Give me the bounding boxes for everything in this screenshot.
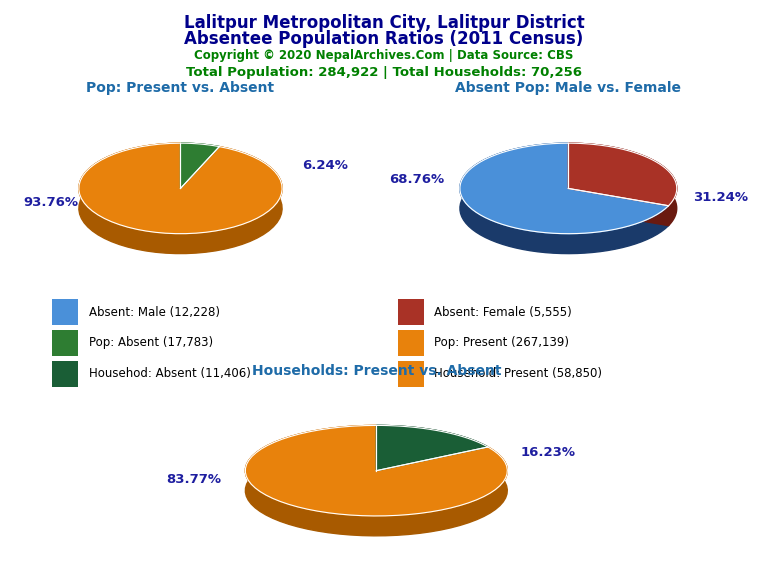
Polygon shape [568, 143, 677, 206]
Polygon shape [460, 143, 668, 234]
Polygon shape [79, 143, 282, 234]
Polygon shape [246, 426, 508, 536]
Text: Copyright © 2020 NepalArchives.Com | Data Source: CBS: Copyright © 2020 NepalArchives.Com | Dat… [194, 49, 574, 62]
Title: Pop: Present vs. Absent: Pop: Present vs. Absent [87, 81, 274, 96]
Text: Househod: Absent (11,406): Househod: Absent (11,406) [89, 367, 250, 380]
Bar [52, 329, 78, 355]
Polygon shape [568, 143, 677, 226]
Text: 83.77%: 83.77% [167, 473, 222, 486]
Bar [398, 329, 424, 355]
Polygon shape [376, 426, 488, 471]
Polygon shape [180, 147, 220, 209]
Text: Total Population: 284,922 | Total Households: 70,256: Total Population: 284,922 | Total Househ… [186, 66, 582, 79]
Text: 93.76%: 93.76% [23, 195, 78, 209]
Polygon shape [568, 188, 668, 226]
Text: Pop: Present (267,139): Pop: Present (267,139) [435, 336, 569, 349]
Polygon shape [568, 188, 668, 226]
Polygon shape [246, 426, 508, 516]
Text: 31.24%: 31.24% [693, 191, 748, 204]
Title: Households: Present vs. Absent: Households: Present vs. Absent [252, 363, 501, 378]
Text: Absent: Male (12,228): Absent: Male (12,228) [89, 306, 220, 319]
Text: Household: Present (58,850): Household: Present (58,850) [435, 367, 602, 380]
Text: 6.24%: 6.24% [303, 160, 349, 172]
Bar [52, 361, 78, 387]
Polygon shape [376, 426, 488, 467]
Polygon shape [460, 143, 668, 253]
Text: Absent: Female (5,555): Absent: Female (5,555) [435, 306, 572, 319]
Polygon shape [180, 147, 220, 209]
Text: Lalitpur Metropolitan City, Lalitpur District: Lalitpur Metropolitan City, Lalitpur Dis… [184, 14, 584, 32]
Text: Absentee Population Ratios (2011 Census): Absentee Population Ratios (2011 Census) [184, 30, 584, 48]
Text: 68.76%: 68.76% [389, 173, 445, 186]
Polygon shape [376, 447, 488, 491]
Bar [398, 361, 424, 387]
Text: Pop: Absent (17,783): Pop: Absent (17,783) [89, 336, 213, 349]
Text: 16.23%: 16.23% [521, 446, 575, 459]
Polygon shape [180, 143, 220, 188]
Bar [52, 300, 78, 325]
Polygon shape [376, 447, 488, 491]
Title: Absent Pop: Male vs. Female: Absent Pop: Male vs. Female [455, 81, 681, 96]
Polygon shape [180, 143, 220, 166]
Bar [398, 300, 424, 325]
Polygon shape [79, 143, 282, 253]
